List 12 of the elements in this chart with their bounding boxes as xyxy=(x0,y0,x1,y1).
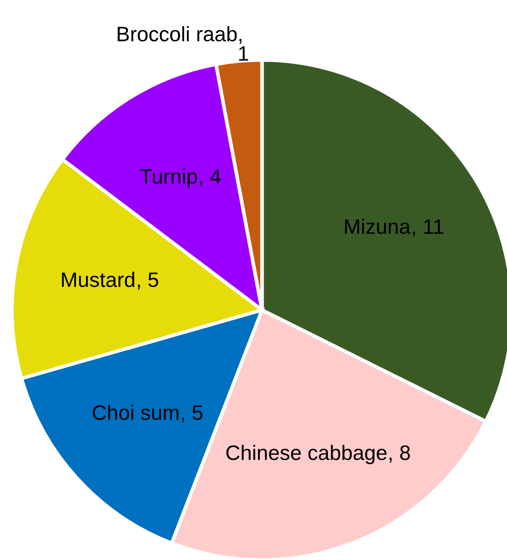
slice-label: Mizuna xyxy=(345,218,411,234)
data-label: , 1 xyxy=(239,39,248,61)
slice-label: Turnip xyxy=(140,168,198,188)
slice-label: Choi sum xyxy=(92,404,178,420)
data-label: , 4 xyxy=(200,169,221,186)
data-label: , 5 xyxy=(138,272,158,290)
data-label: , 8 xyxy=(390,445,410,463)
slice-label: Chinese cabbage xyxy=(226,444,387,464)
data-label: , 5 xyxy=(182,405,202,422)
slice-label: Mustard xyxy=(62,272,134,288)
slice-label: Broccoli raab xyxy=(118,26,237,42)
data-label: , 11 xyxy=(412,219,444,236)
